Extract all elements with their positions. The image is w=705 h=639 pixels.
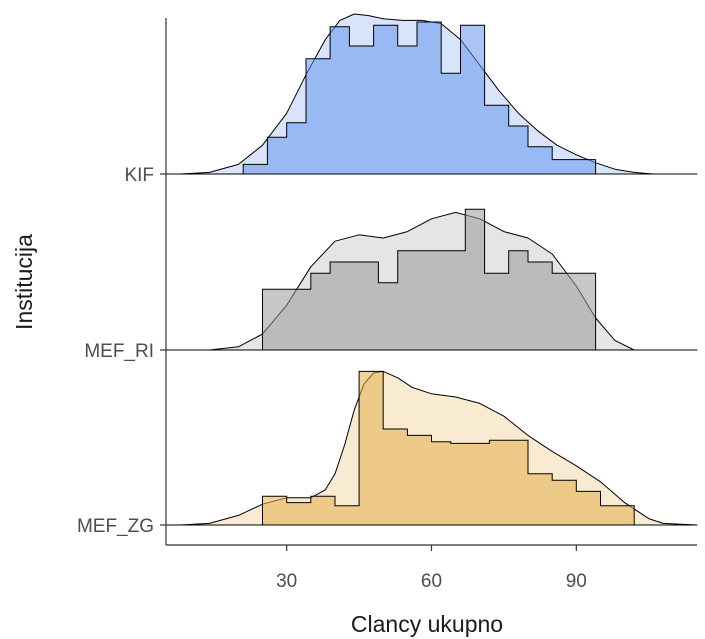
y-tick-label-mef-zg: MEF_ZG xyxy=(77,516,154,537)
y-tick-label-kif: KIF xyxy=(124,165,154,186)
ridges-layer xyxy=(166,13,698,526)
x-tick-label: 60 xyxy=(421,571,442,592)
histogram-mef-zg xyxy=(262,370,635,526)
x-tick-label: 30 xyxy=(276,571,297,592)
y-tick-label-mef-ri: MEF_RI xyxy=(84,341,154,362)
histogram-kif xyxy=(242,21,597,175)
y-axis-title: Institucija xyxy=(11,234,37,330)
x-ticks: 30 60 90 xyxy=(276,545,587,592)
y-ticks: KIF MEF_RI MEF_ZG xyxy=(77,165,166,537)
x-tick-label: 90 xyxy=(566,571,587,592)
x-axis-title: Clancy ukupno xyxy=(351,611,503,637)
histogram-mef-ri xyxy=(262,208,597,351)
ridge-mef-zg xyxy=(166,370,698,526)
ridge-kif xyxy=(166,13,698,175)
ridge-mef-ri xyxy=(166,208,698,351)
